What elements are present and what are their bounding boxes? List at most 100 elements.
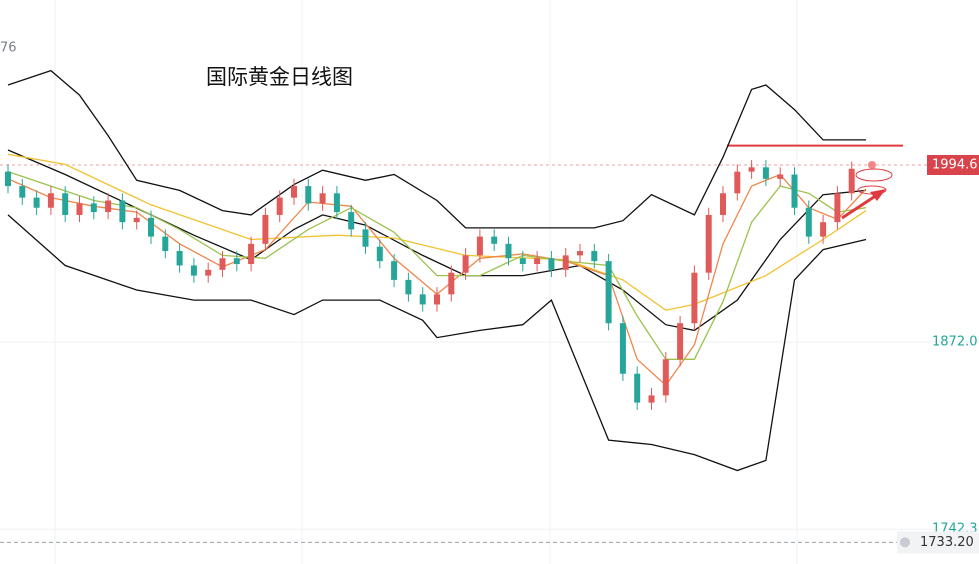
- candle: [62, 186, 69, 223]
- candle-body: [47, 193, 54, 208]
- candle-body: [848, 168, 855, 194]
- candle-body: [519, 258, 526, 265]
- candle: [820, 214, 827, 244]
- candle: [762, 160, 769, 187]
- candle-body: [820, 222, 827, 237]
- v-grid: [54, 0, 798, 564]
- candle-body: [491, 236, 498, 244]
- candle: [333, 186, 340, 220]
- last-price-label: 1994.6: [932, 157, 978, 172]
- indicator-line: [7, 173, 867, 387]
- candle-body: [219, 258, 226, 270]
- candle: [634, 366, 641, 410]
- candle: [834, 186, 841, 230]
- candle-body: [233, 258, 240, 265]
- candle: [662, 352, 669, 403]
- alert-icon: [900, 537, 910, 548]
- candle: [805, 200, 812, 244]
- candle: [848, 161, 855, 201]
- candle: [291, 178, 297, 205]
- annotation-arrow-head: [870, 189, 886, 201]
- candle-body: [333, 193, 340, 213]
- candle-body: [805, 207, 812, 237]
- candle-body: [734, 171, 741, 194]
- candle: [462, 248, 469, 280]
- candle-body: [362, 229, 369, 247]
- chart-title: 国际黄金日线图: [206, 65, 353, 89]
- alert-label: 1733.20: [920, 535, 974, 550]
- candle: [76, 196, 83, 223]
- indicator-line: [7, 170, 867, 360]
- candle: [176, 243, 183, 273]
- candle: [47, 186, 54, 215]
- candle-body: [448, 272, 455, 295]
- candle-body: [648, 395, 655, 403]
- candle-body: [205, 269, 212, 276]
- candle: [233, 251, 240, 272]
- candle-body: [619, 323, 626, 374]
- candle-body: [119, 200, 126, 223]
- candle-body: [176, 251, 183, 266]
- candle-body: [305, 186, 312, 204]
- candle-body: [190, 265, 197, 276]
- corner-label: 76: [0, 41, 17, 56]
- candle: [248, 236, 255, 272]
- candle: [262, 207, 269, 252]
- candle: [519, 251, 526, 272]
- candle-body: [505, 243, 512, 259]
- candle-body: [791, 174, 798, 208]
- candle: [391, 253, 398, 288]
- candle: [105, 193, 112, 220]
- annotation-arrow: [841, 191, 881, 220]
- candle-body: [462, 255, 469, 273]
- candle-body: [562, 255, 569, 270]
- candle-body: [548, 258, 555, 270]
- candle-body: [634, 373, 641, 403]
- candle-body: [677, 323, 684, 360]
- candle-body: [248, 243, 255, 265]
- candle: [33, 190, 40, 215]
- candle: [677, 315, 684, 367]
- candle: [434, 287, 440, 312]
- candle: [5, 164, 11, 194]
- y-tick-label: 1872.0: [932, 334, 978, 349]
- candle-body: [434, 294, 440, 305]
- candle-body: [276, 197, 283, 215]
- candle: [205, 262, 212, 283]
- candle: [605, 253, 612, 331]
- candle: [190, 258, 197, 283]
- candle-body: [476, 236, 483, 256]
- candle-body: [705, 214, 712, 273]
- candle: [720, 186, 726, 223]
- last-price-badge: [927, 154, 979, 175]
- candle: [734, 164, 741, 201]
- candle: [577, 243, 583, 263]
- candle: [777, 167, 784, 187]
- candle: [791, 167, 798, 215]
- candle: [162, 229, 169, 259]
- candle: [476, 229, 483, 263]
- indicator-line: [7, 153, 867, 311]
- candle-body: [348, 212, 355, 230]
- candle: [562, 248, 569, 278]
- candle-body: [262, 214, 269, 244]
- candle-body: [19, 186, 26, 198]
- candle: [548, 251, 555, 278]
- indicator-line: [7, 214, 867, 472]
- candle: [419, 287, 426, 312]
- candle: [491, 229, 498, 252]
- candle: [90, 196, 97, 220]
- candle-body: [691, 272, 698, 324]
- candle: [148, 210, 154, 244]
- candle: [376, 239, 383, 269]
- candle-body: [748, 167, 755, 172]
- candle-body: [605, 261, 612, 324]
- candle: [505, 236, 512, 266]
- candle-body: [405, 279, 412, 295]
- candle: [276, 190, 283, 223]
- candle: [405, 272, 412, 302]
- annotation-dot: [868, 161, 876, 169]
- candle: [133, 210, 140, 230]
- candle: [219, 251, 226, 278]
- candle: [534, 251, 541, 272]
